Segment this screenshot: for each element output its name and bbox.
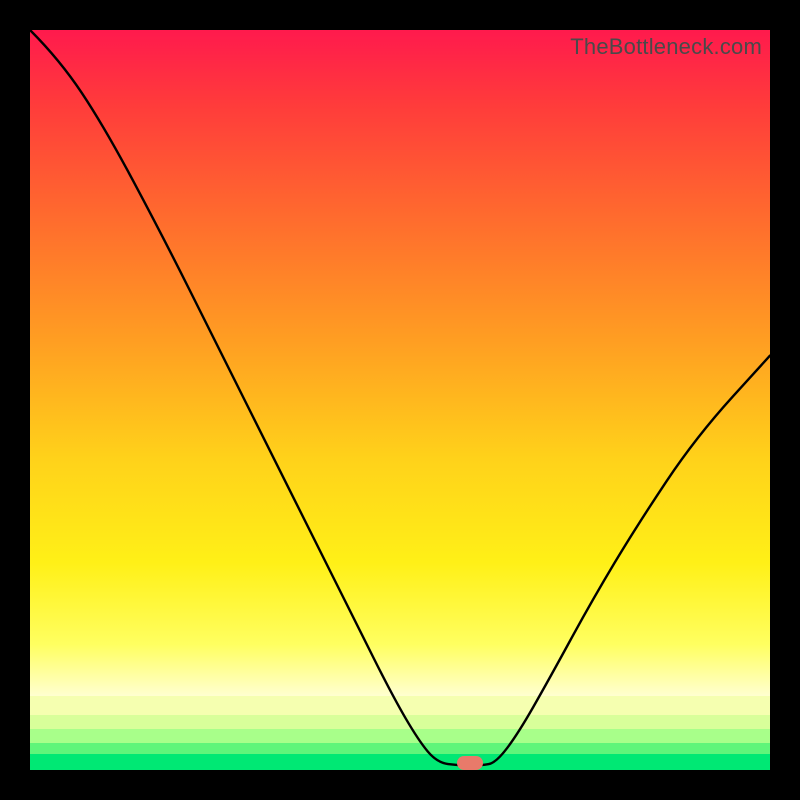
curve-path: [30, 30, 770, 766]
watermark-text: TheBottleneck.com: [570, 34, 762, 60]
chart-frame: TheBottleneck.com: [0, 0, 800, 800]
bottleneck-curve: [30, 30, 770, 770]
bottleneck-marker: [457, 756, 483, 770]
plot-area: TheBottleneck.com: [30, 30, 770, 770]
